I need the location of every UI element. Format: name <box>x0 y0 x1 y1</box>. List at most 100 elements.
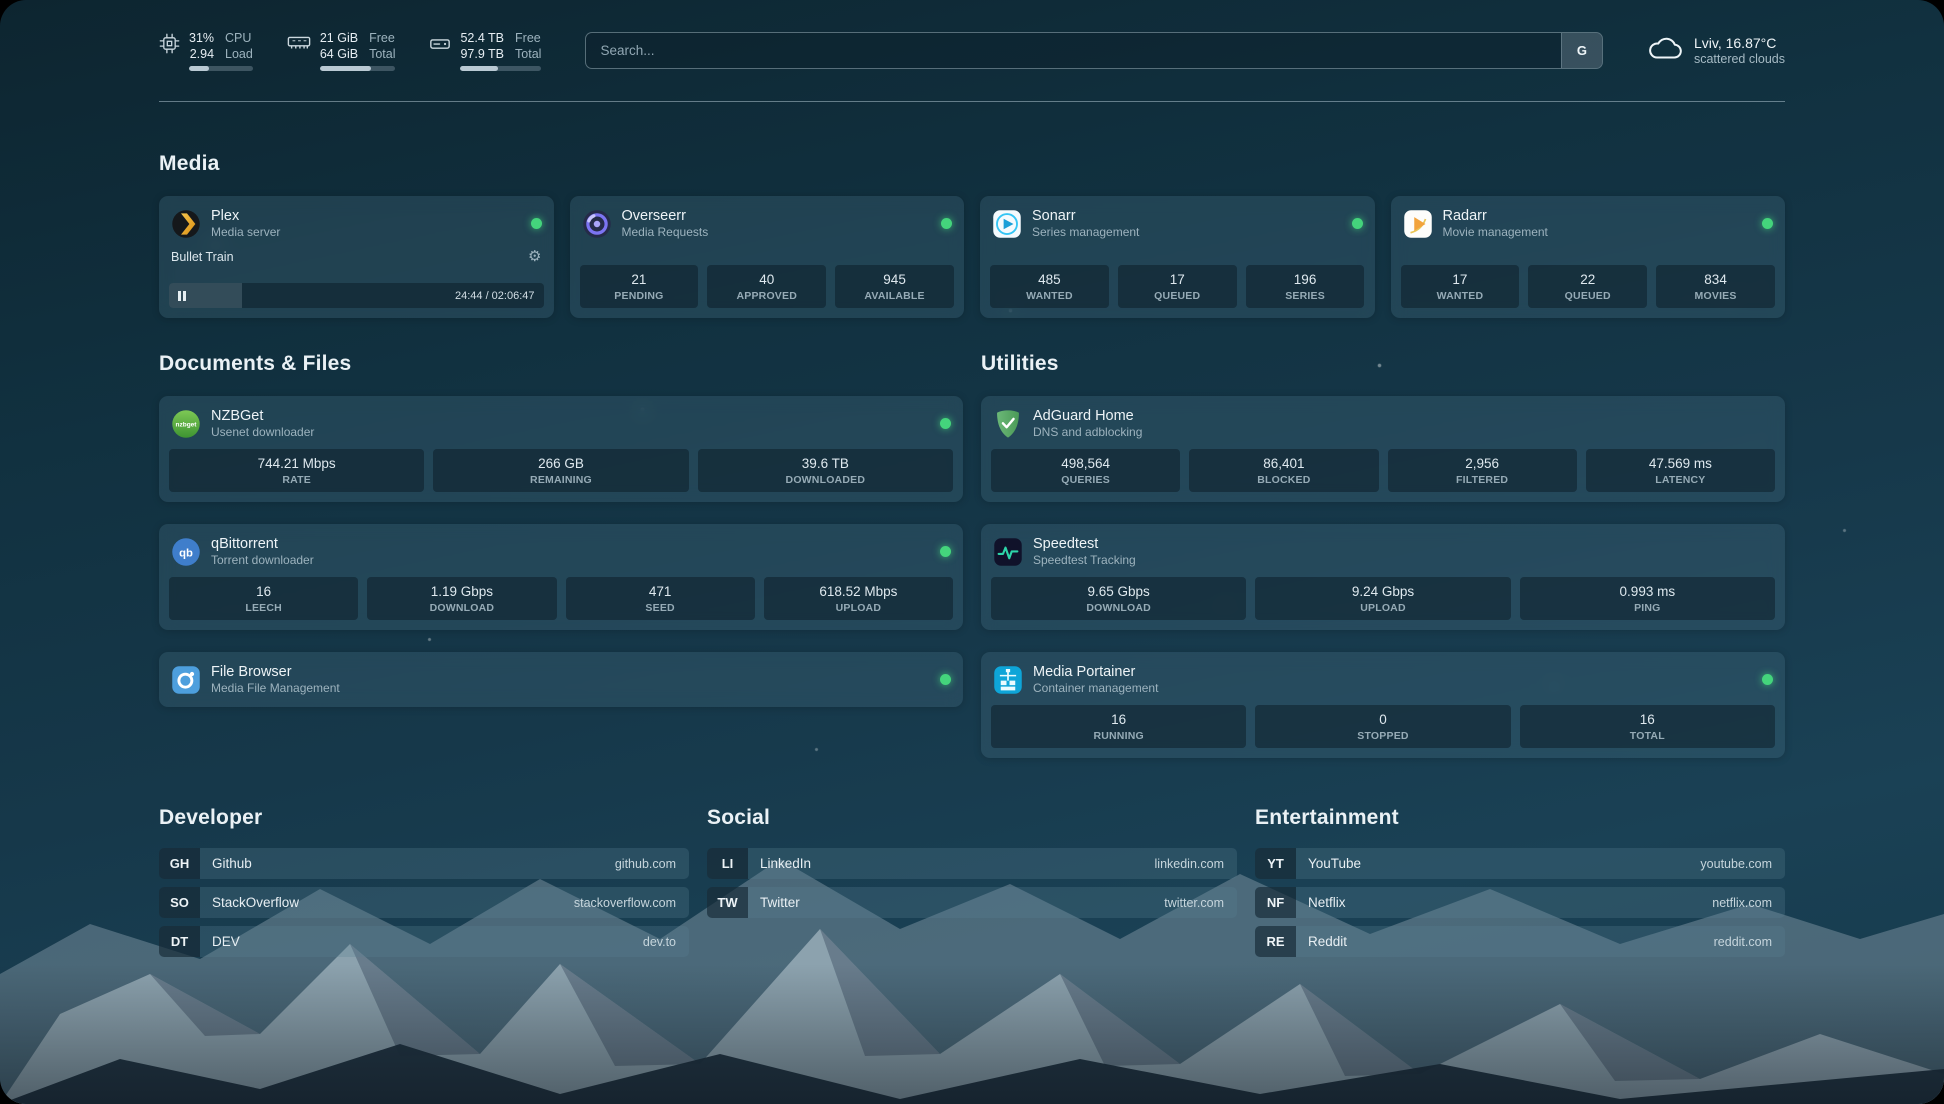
service-card-filebrowser[interactable]: File Browser Media File Management <box>159 652 963 707</box>
bookmark-abbr: TW <box>707 887 748 918</box>
adguard-icon <box>993 409 1023 439</box>
disk-widget: 52.4 TB Free 97.9 TB Total <box>429 30 542 71</box>
cloud-icon <box>1647 35 1683 67</box>
cpu-usage-bar <box>189 66 253 71</box>
search-input[interactable] <box>586 33 1561 68</box>
service-name: NZBGet <box>211 408 264 424</box>
pause-icon[interactable] <box>178 290 186 301</box>
portainer-icon <box>993 665 1023 695</box>
qbittorrent-icon: qb <box>171 537 201 567</box>
stat-pending: 21 PENDING <box>579 265 699 308</box>
service-subtitle: Container management <box>1033 681 1159 695</box>
stat-movies: 834 MOVIES <box>1656 265 1775 308</box>
stat-latency: 47.569 ms LATENCY <box>1585 449 1775 492</box>
bookmark-twitter[interactable]: TW Twitter twitter.com <box>707 887 1237 918</box>
section-title-documents: Documents & Files <box>159 352 352 375</box>
disk-total-label: Total <box>515 47 542 61</box>
bookmark-url: dev.to <box>642 934 676 949</box>
service-card-qbittorrent[interactable]: qb qBittorrent Torrent downloader 16 LEE… <box>159 524 963 630</box>
status-dot <box>1762 218 1773 229</box>
cpu-percent: 31% <box>189 31 215 45</box>
now-playing-title: Bullet Train <box>171 249 234 264</box>
bookmark-group-social: Social LI LinkedIn linkedin.com TW Twitt… <box>707 806 1237 965</box>
speedtest-icon <box>993 537 1023 567</box>
service-subtitle: Media server <box>211 225 281 239</box>
disk-free: 52.4 TB <box>460 31 505 45</box>
service-name: AdGuard Home <box>1033 408 1134 424</box>
filebrowser-icon <box>171 665 201 695</box>
service-subtitle: Torrent downloader <box>211 553 314 567</box>
stat-stopped: 0 STOPPED <box>1255 705 1511 748</box>
service-name: qBittorrent <box>211 536 278 552</box>
stat-queries: 498,564 QUERIES <box>991 449 1181 492</box>
topbar-divider <box>159 101 1785 102</box>
bookmark-group-developer: Developer GH Github github.com SO StackO… <box>159 806 689 965</box>
bookmark-abbr: YT <box>1255 848 1296 879</box>
nzbget-icon: nzbget <box>171 409 201 439</box>
bookmark-abbr: NF <box>1255 887 1296 918</box>
service-subtitle: Series management <box>1032 225 1140 239</box>
sonarr-icon <box>992 209 1022 239</box>
service-card-portainer[interactable]: Media Portainer Container management 16 … <box>981 652 1785 758</box>
status-dot <box>941 218 952 229</box>
stat-seed: 471 SEED <box>565 577 755 620</box>
bookmark-url: youtube.com <box>1700 856 1772 871</box>
status-dot <box>940 418 951 429</box>
stat-available: 945 AVAILABLE <box>835 265 954 308</box>
stat-download: 1.19 Gbps DOWNLOAD <box>367 577 557 620</box>
bookmark-url: twitter.com <box>1164 895 1224 910</box>
service-card-nzbget[interactable]: nzbget NZBGet Usenet downloader 744.21 M… <box>159 396 963 502</box>
stream-settings-icon[interactable]: ⚙ <box>528 248 542 265</box>
playback-progress-bar[interactable]: 24:44 / 02:06:47 <box>169 283 544 308</box>
cpu-percent-label: CPU <box>225 31 252 45</box>
service-card-plex[interactable]: Plex Media server Bullet Train ⚙ 24:44 /… <box>159 196 554 318</box>
cpu-widget: 31% CPU 2.94 Load <box>159 30 253 71</box>
memory-icon <box>287 33 311 71</box>
topbar: 31% CPU 2.94 Load 21 GiB Free 64 GiB <box>159 30 1785 71</box>
cpu-chip-icon <box>159 33 180 71</box>
bookmark-youtube[interactable]: YT YouTube youtube.com <box>1255 848 1785 879</box>
stat-series: 196 SERIES <box>1245 265 1365 308</box>
bookmark-name: Github <box>212 856 252 871</box>
bookmark-github[interactable]: GH Github github.com <box>159 848 689 879</box>
service-card-sonarr[interactable]: Sonarr Series management 485 WANTED 17 Q… <box>980 196 1375 318</box>
service-card-overseerr[interactable]: Overseerr Media Requests 21 PENDING 40 A… <box>569 196 964 318</box>
bookmark-stackoverflow[interactable]: SO StackOverflow stackoverflow.com <box>159 887 689 918</box>
radarr-icon <box>1403 209 1433 239</box>
bookmark-abbr: LI <box>707 848 748 879</box>
status-dot <box>940 674 951 685</box>
bookmark-url: reddit.com <box>1713 934 1772 949</box>
memory-usage-bar <box>319 66 396 71</box>
service-name: Sonarr <box>1032 208 1076 224</box>
search-provider-button[interactable]: G <box>1560 33 1602 68</box>
service-name: File Browser <box>211 664 292 680</box>
bookmark-linkedin[interactable]: LI LinkedIn linkedin.com <box>707 848 1237 879</box>
weather-widget[interactable]: Lviv, 16.87°C scattered clouds <box>1647 35 1785 67</box>
svg-text:nzbget: nzbget <box>176 421 198 428</box>
bookmark-url: netflix.com <box>1712 895 1772 910</box>
svg-text:qb: qb <box>179 547 193 559</box>
bookmark-name: LinkedIn <box>760 856 812 871</box>
stat-total: 16 TOTAL <box>1519 705 1775 748</box>
cpu-load-label: Load <box>225 47 253 61</box>
service-name: Radarr <box>1442 208 1487 224</box>
disk-usage-bar <box>460 66 542 71</box>
bookmark-name: StackOverflow <box>212 895 300 910</box>
memory-total-label: Total <box>369 47 396 61</box>
service-card-adguard-home[interactable]: AdGuard Home DNS and adblocking 498,564 … <box>981 396 1785 502</box>
disk-icon <box>429 33 451 71</box>
bookmark-name: Reddit <box>1308 934 1348 949</box>
service-subtitle: Media Requests <box>621 225 709 239</box>
bookmark-abbr: DT <box>159 926 200 957</box>
service-name: Plex <box>211 208 240 224</box>
service-card-radarr[interactable]: Radarr Movie management 17 WANTED 22 QUE… <box>1390 196 1785 318</box>
bookmark-dev[interactable]: DT DEV dev.to <box>159 926 689 957</box>
stat-ping: 0.993 ms PING <box>1519 577 1775 620</box>
stat-wanted: 485 WANTED <box>990 265 1109 308</box>
section-title-social: Social <box>707 806 771 829</box>
bookmark-reddit[interactable]: RE Reddit reddit.com <box>1255 926 1785 957</box>
service-subtitle: Speedtest Tracking <box>1033 553 1136 567</box>
service-card-speedtest[interactable]: Speedtest Speedtest Tracking 9.65 Gbps D… <box>981 524 1785 630</box>
memory-free: 21 GiB <box>319 31 359 45</box>
bookmark-netflix[interactable]: NF Netflix netflix.com <box>1255 887 1785 918</box>
